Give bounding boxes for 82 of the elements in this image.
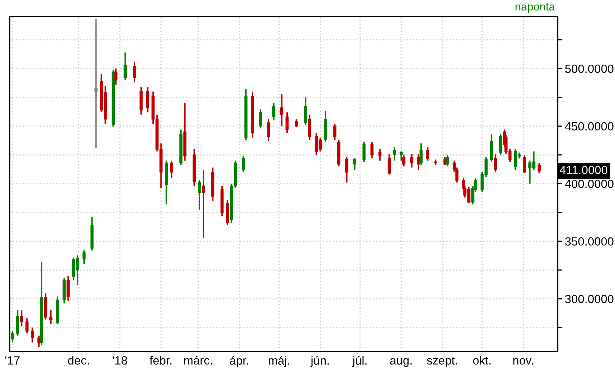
candlestick [494,153,498,174]
candlestick [202,169,206,239]
candlestick [62,278,66,304]
candlestick [468,186,471,204]
candlestick [267,118,270,142]
x-tick-label: jún. [310,356,329,368]
text: naponta [516,3,556,13]
candlestick [324,110,328,144]
candlestick [280,93,284,128]
y-tick-label: 400.0000 [565,180,614,188]
candlestick [528,160,532,185]
candlestick [314,132,318,156]
x-tick-label: febr. [150,356,172,365]
candlestick [26,318,29,334]
candlestick [417,153,420,171]
candlestick [66,275,70,302]
annotation: 411.0000 [560,166,608,174]
candlestick [44,292,48,320]
x-tick-label: máj. [268,356,290,368]
candlestick [82,250,86,266]
candlestick [378,148,382,162]
candlestick [393,146,396,162]
y-tick-label: 500.0000 [565,64,614,74]
candlestick [242,156,246,174]
candlestick [523,154,526,174]
y-tick-label: 450.0000 [565,122,614,131]
y-tick-label: 350.0000 [565,238,614,246]
candlestick [402,154,406,168]
x-tick-label: szept. [427,357,458,368]
x-tick-label: márc. [184,356,212,365]
candlestick [338,139,341,168]
candlestick [94,18,98,149]
candlestick [146,86,150,114]
candlestick [446,154,450,168]
x-tick-label: '18 [113,356,128,365]
x-tick-label: okt. [473,356,491,365]
candlestick [76,254,80,286]
candlestick [286,112,289,134]
candlestick [20,310,24,328]
candlestick [259,108,262,130]
candlestick [31,327,34,344]
candlestick [56,296,60,326]
x-tick-label: ápr. [230,356,248,368]
candlestick [426,146,430,162]
candlestick [490,134,494,163]
candlestick [226,199,230,226]
candlestick [133,61,136,84]
candlestick [318,137,322,152]
candlestick [308,114,312,141]
x-tick-label: nov. [514,358,534,365]
x-tick-label: '17 [6,356,20,365]
candlestick [165,160,168,206]
candlestick [514,148,518,171]
candlestick [220,186,224,217]
x-tick-label: aug. [390,358,412,368]
x-tick-label: dec. [68,356,90,365]
x-tick-label: júl. [352,356,367,368]
candlestick [140,86,143,116]
candlestick [388,153,392,176]
candlestick [272,102,276,122]
candlestick [11,330,14,344]
candlestick [114,68,118,86]
candlestick [124,52,127,82]
candlestick [370,142,374,160]
candlestick [170,160,174,179]
candlestick [420,142,423,166]
y-tick-label: 300.0000 [565,295,614,304]
candlestick [410,153,414,169]
candlestick [198,180,202,212]
candlestick [362,142,366,163]
candlestick [16,310,20,337]
candlestick [72,256,76,282]
candlestick [90,216,94,252]
candlestick [353,158,357,171]
candlestick [345,156,349,184]
candlestick [334,123,337,141]
candlestick [38,335,41,348]
candlestick [499,134,502,156]
candlestick [538,162,541,174]
candlestick [50,310,53,326]
candlestick [400,150,403,162]
candlestick [304,96,308,126]
